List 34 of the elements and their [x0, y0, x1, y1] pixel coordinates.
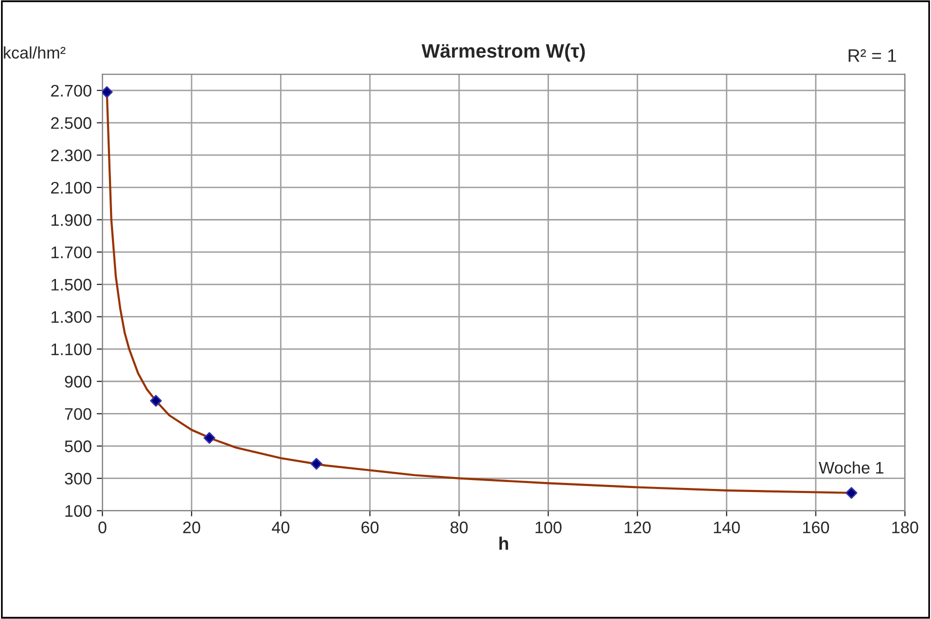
y-tick-label: 2.500 [51, 117, 92, 129]
point [846, 487, 858, 499]
y-tick-label: 2.700 [51, 84, 92, 97]
y-tick-label: 1.900 [52, 214, 92, 226]
x-tick-label: 180 [892, 522, 918, 534]
x-tick-label: 20 [183, 522, 200, 534]
y-tick-label: 100 [65, 505, 92, 517]
x-tick-label: 40 [272, 522, 290, 534]
x-tick-label: 60 [361, 522, 379, 534]
x-tick-label: 160 [803, 522, 830, 534]
y-tick-label: 500 [64, 440, 92, 452]
y-tick-label: 2.100 [51, 182, 92, 194]
y-tick-label: 700 [65, 408, 92, 420]
y-tick-label: 2.300 [51, 149, 92, 162]
annotation: Woche 1 [818, 461, 884, 474]
y-tick-label: 1.300 [52, 311, 92, 323]
y-tick-label: 1.500 [52, 278, 92, 291]
y-axis-title: kcal/hm² [4, 46, 66, 59]
y-tick-label: 900 [64, 376, 92, 388]
x-tick-label: 0 [98, 522, 106, 534]
y-tick-label: 300 [64, 472, 92, 485]
x-tick-label: 80 [450, 522, 468, 534]
chart-title: Wärmestrom W(τ) [422, 44, 585, 62]
point [204, 432, 216, 444]
x-axis-title: h [499, 536, 508, 550]
point [310, 458, 322, 470]
x-tick-label: 120 [624, 522, 651, 534]
x-tick-label: 100 [536, 522, 562, 534]
y-tick-label: 1.700 [52, 246, 92, 258]
x-tick-label: 140 [714, 522, 740, 534]
point [150, 394, 162, 407]
y-tick-label: 1.100 [52, 343, 92, 356]
text: R² = 1 [848, 49, 896, 62]
point [102, 86, 113, 98]
